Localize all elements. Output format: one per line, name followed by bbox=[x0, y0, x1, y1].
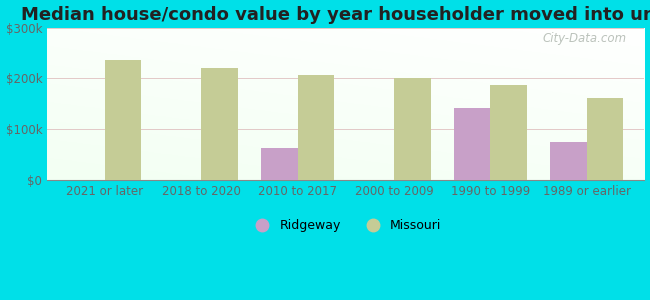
Bar bbox=[454, 108, 490, 180]
Bar bbox=[394, 79, 430, 180]
Bar bbox=[298, 75, 334, 180]
Bar bbox=[550, 142, 587, 180]
Legend: Ridgeway, Missouri: Ridgeway, Missouri bbox=[245, 214, 447, 237]
Title: Median house/condo value by year householder moved into unit: Median house/condo value by year househo… bbox=[21, 6, 650, 24]
Bar bbox=[490, 85, 527, 180]
Bar bbox=[261, 148, 298, 180]
Bar bbox=[202, 68, 238, 180]
Text: City-Data.com: City-Data.com bbox=[542, 32, 627, 45]
Bar bbox=[587, 98, 623, 180]
Bar bbox=[105, 60, 142, 180]
